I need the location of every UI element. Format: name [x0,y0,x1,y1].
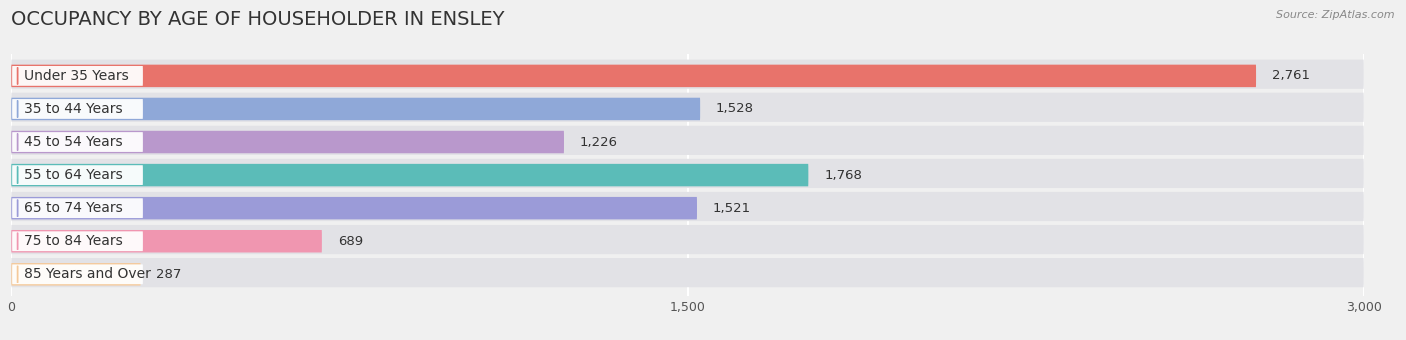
FancyBboxPatch shape [11,197,697,219]
Text: 1,226: 1,226 [579,136,617,149]
Text: 45 to 54 Years: 45 to 54 Years [24,135,122,149]
FancyBboxPatch shape [13,132,143,152]
Text: Source: ZipAtlas.com: Source: ZipAtlas.com [1277,10,1395,20]
FancyBboxPatch shape [11,98,700,120]
Text: 2,761: 2,761 [1272,69,1310,82]
FancyBboxPatch shape [11,126,1364,155]
Text: 1,521: 1,521 [713,202,751,215]
Text: 55 to 64 Years: 55 to 64 Years [24,168,122,182]
FancyBboxPatch shape [11,192,1364,221]
FancyBboxPatch shape [13,99,143,119]
FancyBboxPatch shape [11,131,564,153]
Text: 1,528: 1,528 [716,102,754,116]
FancyBboxPatch shape [11,59,1364,89]
FancyBboxPatch shape [11,164,808,186]
FancyBboxPatch shape [11,258,1364,287]
FancyBboxPatch shape [13,165,143,185]
FancyBboxPatch shape [11,93,1364,122]
Text: 287: 287 [156,268,181,281]
FancyBboxPatch shape [11,159,1364,188]
Text: 689: 689 [337,235,363,248]
FancyBboxPatch shape [13,66,143,86]
FancyBboxPatch shape [13,198,143,218]
FancyBboxPatch shape [13,265,143,284]
Text: 85 Years and Over: 85 Years and Over [24,267,150,281]
Text: OCCUPANCY BY AGE OF HOUSEHOLDER IN ENSLEY: OCCUPANCY BY AGE OF HOUSEHOLDER IN ENSLE… [11,10,505,29]
Text: Under 35 Years: Under 35 Years [24,69,128,83]
FancyBboxPatch shape [13,231,143,251]
Text: 65 to 74 Years: 65 to 74 Years [24,201,122,215]
FancyBboxPatch shape [11,230,322,253]
Text: 75 to 84 Years: 75 to 84 Years [24,234,122,248]
FancyBboxPatch shape [11,65,1256,87]
FancyBboxPatch shape [11,263,141,286]
Text: 35 to 44 Years: 35 to 44 Years [24,102,122,116]
FancyBboxPatch shape [11,225,1364,254]
Text: 1,768: 1,768 [824,169,862,182]
